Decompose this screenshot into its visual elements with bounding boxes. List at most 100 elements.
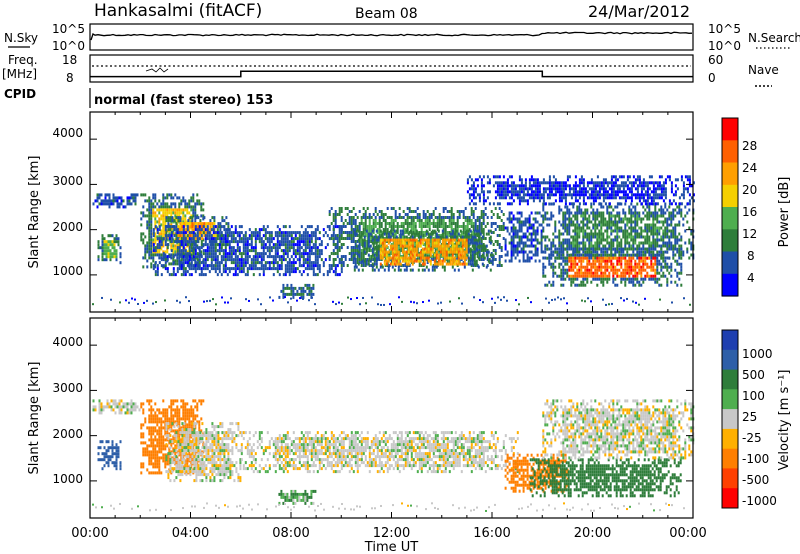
power-cell — [178, 231, 181, 235]
power-cell — [644, 226, 647, 230]
power-cell — [193, 243, 196, 247]
power-cell — [182, 270, 185, 274]
power-cell — [418, 258, 421, 261]
power-cell — [624, 217, 627, 221]
power-cell — [452, 219, 455, 222]
power-cell — [652, 214, 655, 218]
power-cell — [620, 280, 623, 284]
power-cell — [403, 256, 406, 260]
power-cell — [146, 214, 149, 218]
power-cell — [658, 238, 661, 242]
power-cell — [616, 229, 619, 233]
power-cell — [546, 283, 549, 287]
power-cell — [328, 225, 331, 228]
power-cell — [258, 231, 261, 235]
power-cell — [568, 244, 571, 248]
power-cell — [379, 241, 382, 245]
power-cell — [144, 247, 147, 251]
power-cell — [390, 252, 393, 255]
power-cell — [338, 258, 341, 261]
power-cell — [238, 270, 241, 274]
power-cell — [164, 211, 167, 215]
power-cell — [636, 232, 639, 236]
power-cell — [298, 258, 301, 262]
power-cell — [280, 264, 283, 268]
power-cell — [604, 238, 607, 242]
power-cell — [459, 253, 462, 257]
power-cell — [352, 237, 355, 240]
power-cell — [306, 258, 309, 262]
power-cell — [632, 265, 635, 269]
power-cell — [357, 238, 360, 242]
power-cell — [418, 225, 421, 228]
power-cell — [264, 228, 267, 232]
power-cell — [578, 271, 581, 275]
power-cell — [282, 292, 285, 296]
power-cell — [436, 216, 439, 219]
power-cell — [218, 237, 221, 241]
power-cell — [600, 202, 603, 206]
power-cell — [252, 246, 255, 250]
power-cell — [109, 252, 112, 256]
power-cell — [326, 273, 329, 277]
power-cell — [588, 268, 591, 272]
power-cell — [500, 255, 503, 258]
power-cell — [646, 262, 649, 266]
power-cell — [608, 256, 611, 260]
power-cell — [354, 264, 357, 267]
power-cell — [368, 228, 371, 231]
power-cell — [411, 241, 414, 245]
power-cell — [416, 213, 419, 216]
power-cell — [230, 246, 233, 250]
power-cell — [178, 244, 181, 248]
power-cell — [590, 241, 593, 245]
power-cell — [604, 229, 607, 233]
power-cell — [409, 235, 412, 239]
power-cell — [433, 238, 436, 242]
power-cell — [475, 247, 478, 251]
power-cell — [152, 243, 155, 247]
power-cell — [220, 273, 223, 277]
power-cell — [432, 225, 435, 228]
power-cell — [288, 225, 291, 229]
power-cell — [496, 225, 499, 228]
power-cell — [162, 264, 165, 268]
power-cell — [548, 238, 551, 242]
power-cell — [379, 265, 382, 269]
power-cell — [154, 214, 157, 218]
power-cell — [184, 199, 187, 203]
power-cell — [362, 252, 365, 255]
power-cell — [190, 196, 193, 200]
power-cell — [332, 258, 335, 261]
power-cell — [632, 280, 635, 284]
power-cell — [376, 228, 379, 231]
power-cell — [214, 243, 217, 247]
power-cell — [562, 268, 565, 272]
power-cell — [598, 229, 601, 233]
power-cell — [604, 259, 607, 263]
power-cell — [160, 247, 163, 251]
power-cell — [110, 202, 113, 206]
power-cell — [190, 253, 193, 257]
power-cell — [356, 258, 359, 261]
power-cell — [160, 214, 163, 218]
power-cell — [354, 240, 357, 243]
power-cell — [405, 235, 408, 239]
power-cell — [530, 235, 533, 239]
power-cell — [610, 262, 613, 266]
power-cell — [544, 217, 547, 221]
power-cell — [500, 246, 503, 249]
power-cell — [316, 237, 319, 241]
power-cell — [367, 235, 370, 239]
power-cell — [606, 229, 609, 233]
power-cell — [196, 255, 199, 259]
power-cell — [302, 289, 305, 293]
power-cell — [508, 214, 511, 218]
power-cell — [636, 247, 639, 251]
power-cell — [182, 255, 185, 259]
power-cell — [670, 223, 673, 227]
power-cell — [564, 271, 567, 275]
power-cell — [418, 231, 421, 234]
power-cell — [336, 264, 339, 268]
power-cell — [540, 241, 543, 245]
